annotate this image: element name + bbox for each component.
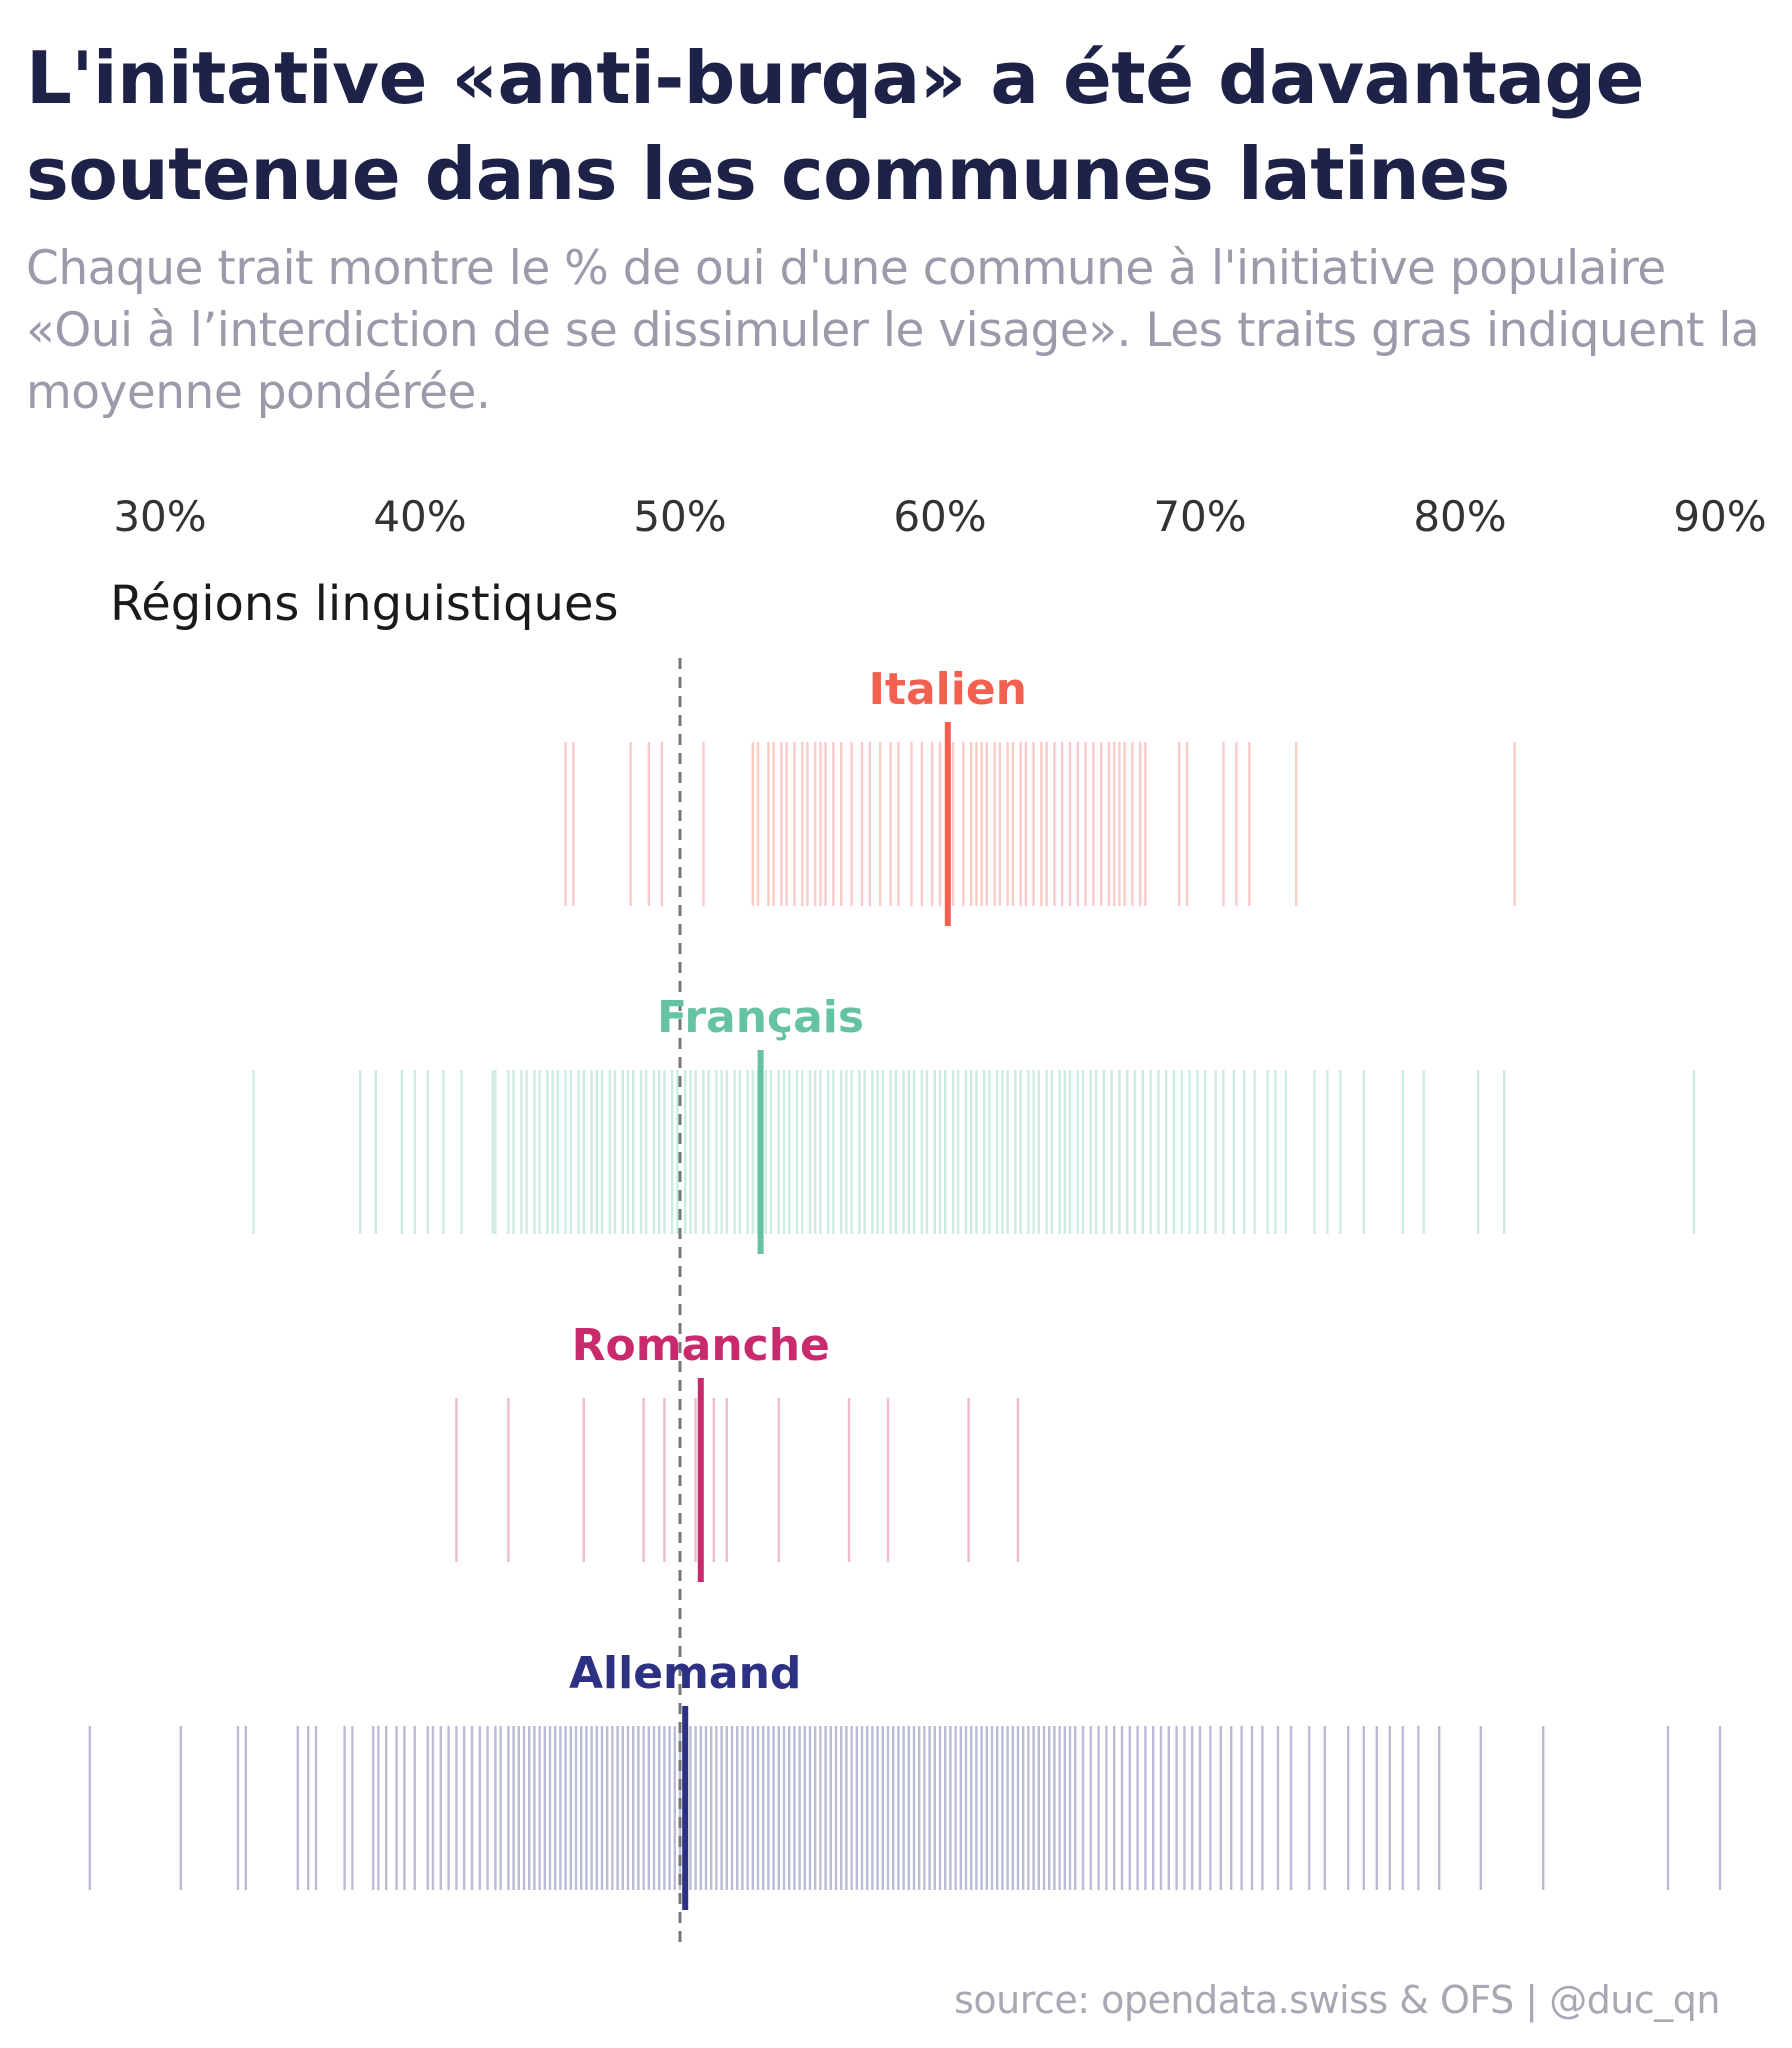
x-tick-label: 80% xyxy=(1413,492,1506,541)
x-tick-label: 50% xyxy=(633,492,726,541)
strip-romanche xyxy=(455,1398,1020,1562)
strip-allemand xyxy=(88,1726,1722,1890)
group-label-romanche: Romanche xyxy=(572,1320,830,1371)
x-tick-label: 60% xyxy=(893,492,986,541)
strip-francais xyxy=(252,1070,1696,1234)
x-tick-label: 90% xyxy=(1673,492,1766,541)
facet-title: Régions linguistiques xyxy=(110,576,619,632)
mean-layer: Italien Français Romanche Allemand xyxy=(569,664,1027,1910)
x-axis: 30% 40% 50% 60% 70% 80% 90% xyxy=(113,492,1766,541)
chart-subtitle: Chaque trait montre le % de oui d'une co… xyxy=(26,241,1760,420)
chart-title: L'initative «anti-burqa» a été davantage… xyxy=(26,36,1644,216)
group-label-allemand: Allemand xyxy=(569,1648,801,1699)
strip-layer xyxy=(88,742,1722,1890)
source-note: source: opendata.swiss & OFS | @duc_qn xyxy=(954,1978,1720,2022)
x-tick-label: 40% xyxy=(373,492,466,541)
x-tick-label: 70% xyxy=(1153,492,1246,541)
strip-italien xyxy=(564,742,1516,906)
group-label-francais: Français xyxy=(657,992,864,1043)
group-label-italien: Italien xyxy=(869,664,1027,715)
x-tick-label: 30% xyxy=(113,492,206,541)
